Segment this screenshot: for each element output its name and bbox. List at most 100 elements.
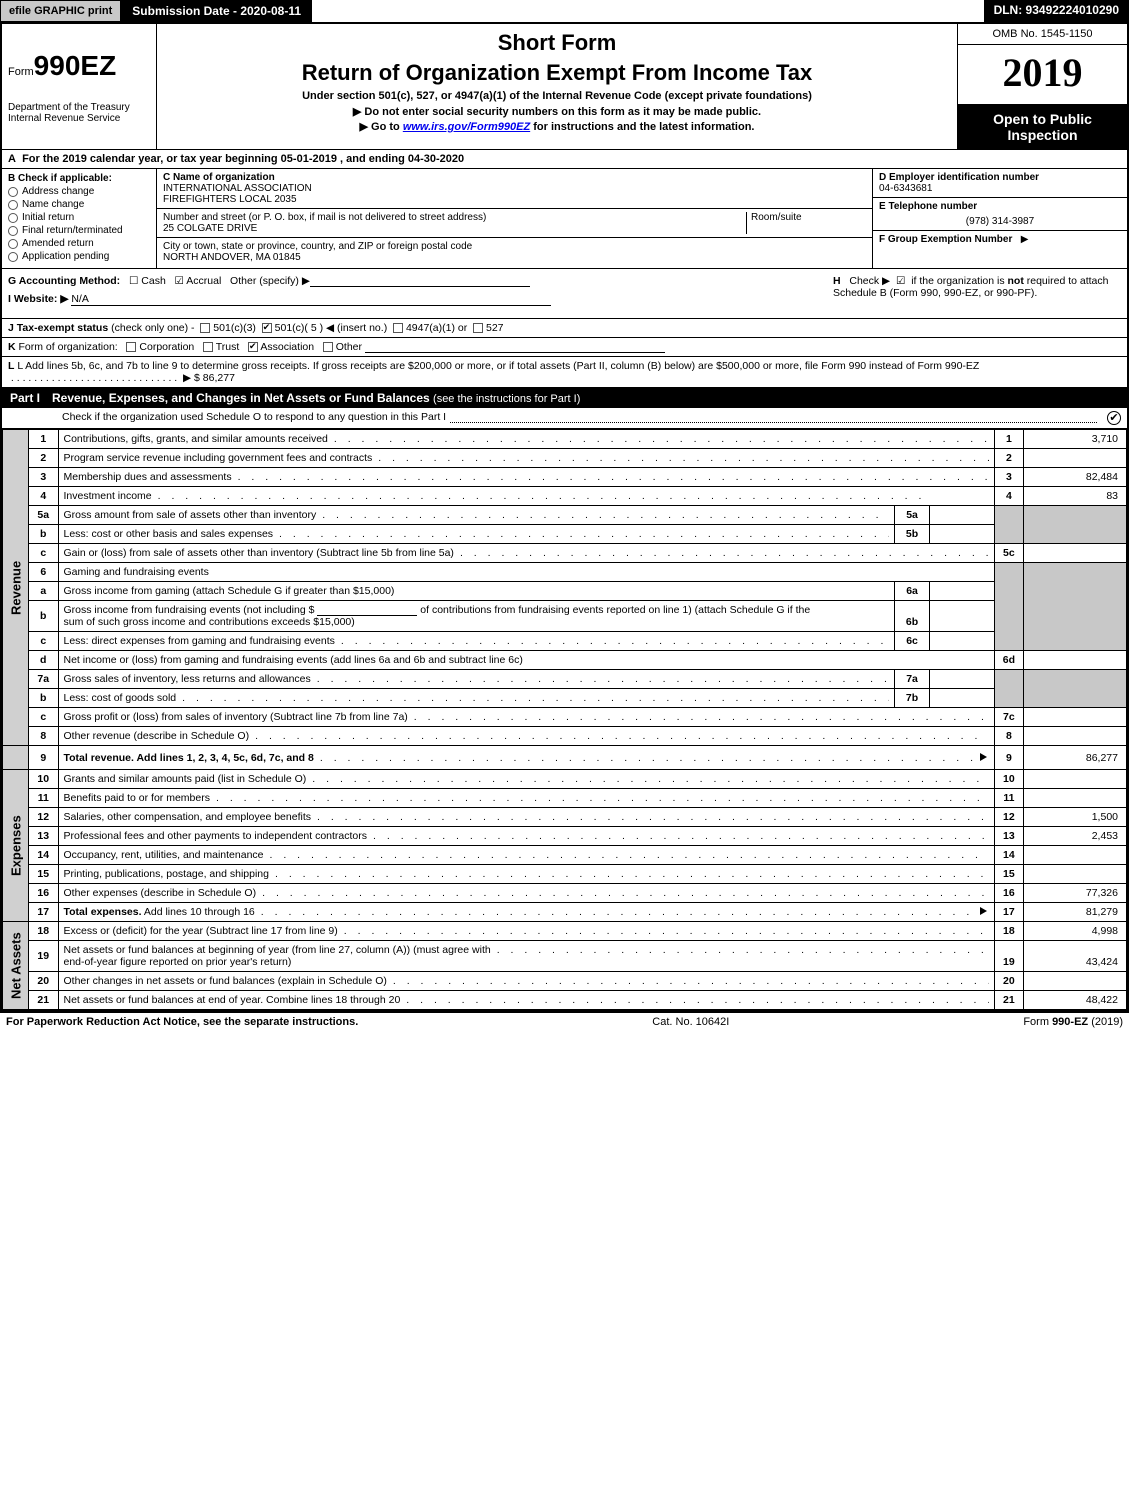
part-i-check-text: Check if the organization used Schedule … (62, 411, 446, 425)
n-5b: b (29, 525, 59, 544)
d-7a: Gross sales of inventory, less returns a… (64, 673, 311, 685)
form-prefix: Form (8, 66, 34, 78)
sn-6a: 6a (895, 582, 930, 601)
g-i-left: G Accounting Method: ☐ Cash ☑ Accrual Ot… (2, 269, 827, 318)
n-11: 11 (29, 789, 59, 808)
chk-527[interactable] (473, 323, 483, 333)
d-9: Total revenue. Add lines 1, 2, 3, 4, 5c,… (64, 752, 314, 764)
e-label: E Telephone number (879, 201, 1121, 212)
sv-7a (929, 670, 994, 689)
rv-8 (1024, 727, 1127, 746)
d-6b: Gross income from fundraising events (no… (64, 604, 811, 628)
fundraising-amount-input[interactable] (317, 604, 417, 616)
schedule-o-checkbox[interactable] (1107, 411, 1121, 425)
rv-4: 83 (1024, 487, 1127, 506)
telephone-value: (978) 314-3987 (879, 212, 1121, 227)
submission-date: Submission Date - 2020-08-11 (121, 0, 312, 22)
instructions-link-line: ▶ Go to www.irs.gov/Form990EZ for instru… (163, 120, 951, 133)
rv-7c (1024, 708, 1127, 727)
part-i-header-wrap: Part I Revenue, Expenses, and Changes in… (2, 388, 1127, 429)
d-15: Printing, publications, postage, and shi… (64, 868, 269, 880)
chk-application-pending[interactable] (8, 252, 18, 262)
n-7a: 7a (29, 670, 59, 689)
chk-amended-return[interactable] (8, 239, 18, 249)
rn-5c: 5c (994, 544, 1024, 563)
d-6a: Gross income from gaming (attach Schedul… (64, 585, 395, 597)
city-state-zip: NORTH ANDOVER, MA 01845 (163, 252, 866, 263)
label-a: A (8, 153, 16, 165)
section-d-e-f: D Employer identification number 04-6343… (872, 169, 1127, 268)
section-b: B Check if applicable: Address change Na… (2, 169, 157, 268)
rv-14 (1024, 846, 1127, 865)
chk-association[interactable] (248, 342, 258, 352)
d-8: Other revenue (describe in Schedule O) (64, 730, 250, 742)
n-16: 16 (29, 884, 59, 903)
n-19: 19 (29, 941, 59, 972)
chk-corporation[interactable] (126, 342, 136, 352)
rv-6d (1024, 651, 1127, 670)
addr-label: Number and street (or P. O. box, if mail… (163, 212, 746, 223)
rn-17: 17 (994, 903, 1024, 922)
chk-address-change[interactable] (8, 187, 18, 197)
n-7c: c (29, 708, 59, 727)
chk-final-return[interactable] (8, 226, 18, 236)
grey-7ab (994, 670, 1024, 708)
d-6d: Net income or (loss) from gaming and fun… (64, 654, 523, 666)
grey-5ab-val (1024, 506, 1127, 544)
chk-name-change[interactable] (8, 200, 18, 210)
rv-10 (1024, 770, 1127, 789)
rn-2: 2 (994, 449, 1024, 468)
line-j: J Tax-exempt status (check only one) - 5… (2, 319, 1127, 338)
rv-16: 77,326 (1024, 884, 1127, 903)
line-a-text: For the 2019 calendar year, or tax year … (22, 153, 337, 165)
footer-left: For Paperwork Reduction Act Notice, see … (6, 1016, 358, 1028)
n-6c: c (29, 632, 59, 651)
sn-7b: 7b (895, 689, 930, 708)
line-l: L L Add lines 5b, 6c, and 7b to line 9 t… (2, 357, 1127, 388)
d-11: Benefits paid to or for members (64, 792, 210, 804)
lines-table: Revenue 1 Contributions, gifts, grants, … (2, 429, 1127, 1010)
side-blank-9 (3, 746, 29, 770)
side-label-netassets: Net Assets (3, 922, 29, 1010)
chk-4947a1[interactable] (393, 323, 403, 333)
f-label: F Group Exemption Number (879, 234, 1012, 245)
other-org-input[interactable] (365, 341, 665, 353)
city-label: City or town, state or province, country… (163, 241, 866, 252)
part-i-check-line: Check if the organization used Schedule … (2, 408, 1127, 428)
efile-print-button[interactable]: efile GRAPHIC print (0, 0, 121, 22)
grey-5ab (994, 506, 1024, 544)
info-grid: B Check if applicable: Address change Na… (2, 169, 1127, 269)
rn-4: 4 (994, 487, 1024, 506)
d-7b: Less: cost of goods sold (64, 692, 177, 704)
application-pending-label: Application pending (22, 251, 109, 262)
g-other-input[interactable] (310, 275, 530, 287)
chk-trust[interactable] (203, 342, 213, 352)
address-change-label: Address change (22, 186, 94, 197)
right-header: OMB No. 1545-1150 2019 Open to Public In… (957, 24, 1127, 149)
d-4: Investment income (64, 490, 152, 502)
d-5b: Less: cost or other basis and sales expe… (64, 528, 274, 540)
form-body: Form990EZ Department of the Treasury Int… (0, 22, 1129, 1012)
open-line1: Open to Public (960, 111, 1125, 127)
g-options: ☐ Cash ☑ Accrual Other (specify) ▶ (129, 275, 310, 287)
final-return-label: Final return/terminated (22, 225, 123, 236)
rv-13: 2,453 (1024, 827, 1127, 846)
rv-2 (1024, 449, 1127, 468)
chk-other-org[interactable] (323, 342, 333, 352)
chk-501c5[interactable] (262, 323, 272, 333)
org-name-1: INTERNATIONAL ASSOCIATION (163, 183, 866, 194)
chk-initial-return[interactable] (8, 213, 18, 223)
irs-label: Internal Revenue Service (8, 113, 150, 124)
n-14: 14 (29, 846, 59, 865)
n-5c: c (29, 544, 59, 563)
goto-suffix: for instructions and the latest informat… (530, 121, 754, 133)
sv-6c (929, 632, 994, 651)
privacy-notice: ▶ Do not enter social security numbers o… (163, 105, 951, 118)
d-3: Membership dues and assessments (64, 471, 232, 483)
name-change-label: Name change (22, 199, 84, 210)
chk-501c3[interactable] (200, 323, 210, 333)
rv-17: 81,279 (1024, 903, 1127, 922)
instructions-link[interactable]: www.irs.gov/Form990EZ (403, 121, 530, 133)
line-l-text: L Add lines 5b, 6c, and 7b to line 9 to … (17, 360, 979, 372)
label-b: B (8, 173, 15, 184)
